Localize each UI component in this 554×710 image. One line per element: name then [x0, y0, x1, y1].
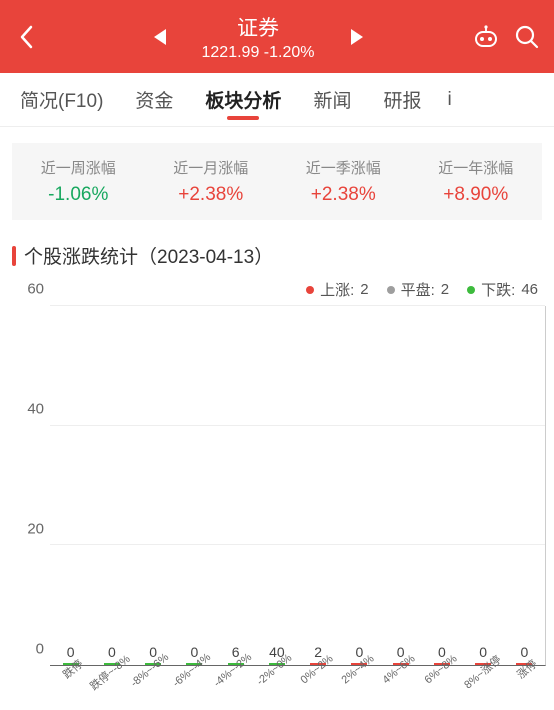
legend-dot-flat — [387, 286, 395, 294]
header-center: 证券 1221.99 -1.20% — [44, 12, 472, 62]
tab-funds[interactable]: 资金 — [119, 73, 189, 126]
period-label: 近一月涨幅 — [145, 157, 278, 178]
section-title: 个股涨跌统计（2023-04-13） — [12, 242, 542, 269]
x-label: -6%~-4% — [170, 651, 213, 689]
period-label: 近一年涨幅 — [410, 157, 543, 178]
period-summary: 近一周涨幅 -1.06% 近一月涨幅 +2.38% 近一季涨幅 +2.38% 近… — [12, 143, 542, 220]
y-tick: 0 — [36, 641, 44, 658]
legend-flat: 平盘: 2 — [387, 279, 450, 300]
tab-bar: 简况(F10) 资金 板块分析 新闻 研报 i — [0, 73, 554, 127]
legend-down: 下跌: 46 — [467, 279, 538, 300]
period-month: 近一月涨幅 +2.38% — [145, 157, 278, 206]
search-icon — [514, 24, 540, 50]
tab-profile[interactable]: 简况(F10) — [4, 73, 119, 126]
x-label-slot: 跌停~-8% — [91, 654, 132, 710]
chevron-left-icon — [19, 25, 33, 49]
x-label: 6%~8% — [422, 653, 459, 687]
legend-down-label: 下跌: — [481, 279, 515, 300]
triangle-left-icon — [152, 27, 168, 47]
stock-price: 1221.99 — [202, 44, 260, 61]
tab-overflow[interactable]: i — [437, 73, 451, 126]
tab-sector-analysis[interactable]: 板块分析 — [189, 73, 297, 126]
period-value: +2.38% — [145, 184, 278, 206]
legend-up-value: 2 — [360, 281, 368, 298]
chart-bars: 0000640200000 — [50, 306, 545, 665]
x-label-slot: 8%~涨停 — [463, 654, 504, 710]
robot-icon — [472, 24, 500, 50]
x-label: 2%~4% — [339, 653, 376, 687]
x-label-slot: -2%~0% — [257, 654, 298, 710]
header-actions — [472, 24, 546, 50]
x-label-slot: -4%~-2% — [215, 654, 256, 710]
legend-dot-down — [467, 286, 475, 294]
x-label: 跌停~-8% — [86, 651, 133, 694]
stock-name: 证券 — [202, 12, 315, 42]
x-label: 0%~2% — [298, 653, 335, 687]
period-year: 近一年涨幅 +8.90% — [410, 157, 543, 206]
x-label: 8%~涨停 — [460, 651, 504, 692]
x-label-slot: 4%~6% — [381, 654, 422, 710]
y-tick: 60 — [27, 281, 44, 298]
x-label-slot: 2%~4% — [339, 654, 380, 710]
period-quarter: 近一季涨幅 +2.38% — [277, 157, 410, 206]
chart-y-axis: 0204060 — [16, 306, 50, 666]
tab-news[interactable]: 新闻 — [297, 73, 367, 126]
legend-dot-up — [306, 286, 314, 294]
x-label: 涨停 — [513, 656, 540, 682]
chart-x-labels: 跌停跌停~-8%-8%~-6%-6%~-4%-4%~-2%-2%~0%0%~2%… — [50, 654, 546, 710]
back-button[interactable] — [8, 25, 44, 49]
x-label-slot: -8%~-6% — [133, 654, 174, 710]
period-label: 近一周涨幅 — [12, 157, 145, 178]
chart-plot: 0000640200000 — [50, 306, 546, 666]
header-title-block[interactable]: 证券 1221.99 -1.20% — [202, 12, 315, 62]
distribution-chart: 0204060 0000640200000 跌停跌停~-8%-8%~-6%-6%… — [0, 306, 554, 706]
x-label: -8%~-6% — [129, 651, 172, 689]
legend-up: 上涨: 2 — [306, 279, 369, 300]
x-label-slot: -6%~-4% — [174, 654, 215, 710]
stock-change: -1.20% — [264, 44, 315, 61]
app-header: 证券 1221.99 -1.20% — [0, 0, 554, 73]
stock-price-line: 1221.99 -1.20% — [202, 44, 315, 62]
section-title-text: 个股涨跌统计（2023-04-13） — [24, 242, 273, 269]
x-label: 4%~6% — [381, 653, 418, 687]
x-label: 跌停 — [59, 656, 86, 682]
period-label: 近一季涨幅 — [277, 157, 410, 178]
y-tick: 20 — [27, 521, 44, 538]
period-value: +2.38% — [277, 184, 410, 206]
chart-legend: 上涨: 2 平盘: 2 下跌: 46 — [0, 279, 554, 306]
tab-reports[interactable]: 研报 — [367, 73, 437, 126]
x-label: -4%~-2% — [212, 651, 255, 689]
x-label-slot: 6%~8% — [422, 654, 463, 710]
legend-flat-value: 2 — [441, 281, 449, 298]
period-value: +8.90% — [410, 184, 543, 206]
robot-button[interactable] — [472, 24, 500, 50]
chart-plot-area: 0204060 0000640200000 — [16, 306, 546, 666]
prev-stock-button[interactable] — [146, 27, 174, 47]
period-value: -1.06% — [12, 184, 145, 206]
search-button[interactable] — [514, 24, 540, 50]
x-label-slot: 0%~2% — [298, 654, 339, 710]
legend-flat-label: 平盘: — [401, 279, 435, 300]
y-tick: 40 — [27, 401, 44, 418]
x-label: -2%~0% — [255, 652, 295, 688]
triangle-right-icon — [349, 27, 365, 47]
period-week: 近一周涨幅 -1.06% — [12, 157, 145, 206]
x-label-slot: 跌停 — [50, 654, 91, 710]
legend-up-label: 上涨: — [320, 279, 354, 300]
x-label-slot: 涨停 — [505, 654, 546, 710]
next-stock-button[interactable] — [343, 27, 371, 47]
legend-down-value: 46 — [521, 281, 538, 298]
